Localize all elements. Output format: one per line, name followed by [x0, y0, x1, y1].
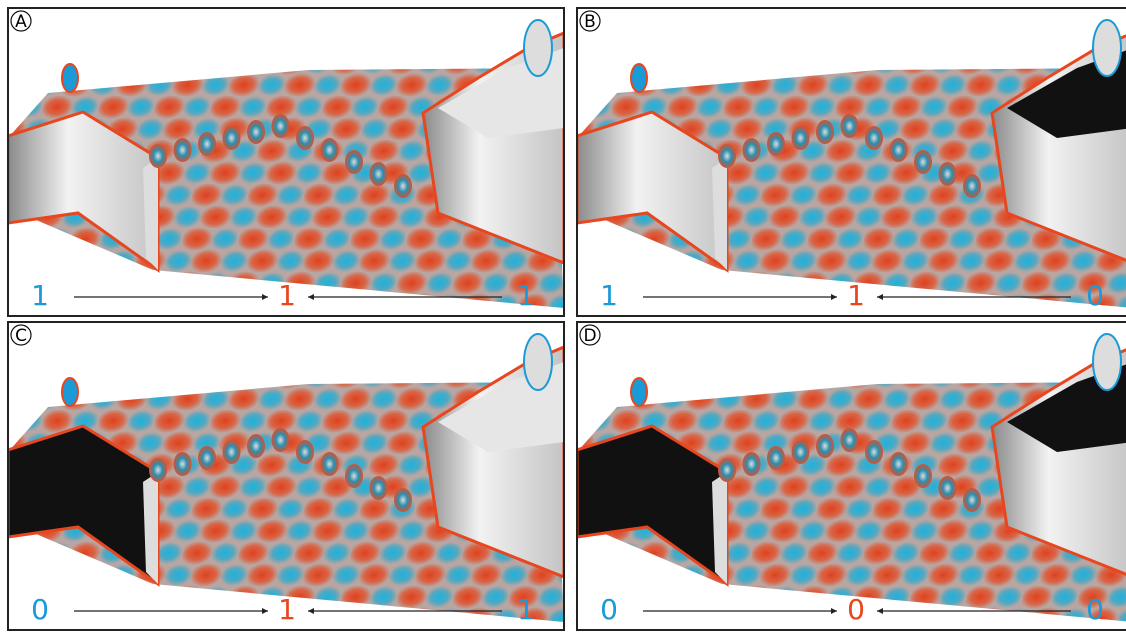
panel: A 1 1 1 — [8, 8, 564, 316]
bump — [939, 476, 957, 500]
bump — [272, 428, 290, 452]
bump — [247, 120, 265, 144]
bump — [939, 162, 957, 186]
output: 1 — [278, 279, 296, 312]
bump — [792, 440, 810, 464]
bump — [890, 452, 908, 476]
bump — [149, 458, 167, 482]
render — [8, 322, 564, 630]
tip — [524, 334, 552, 390]
render — [577, 8, 1126, 316]
panel-label: B — [584, 12, 596, 32]
left-input: 1 — [600, 279, 618, 312]
tip — [631, 64, 647, 92]
left-input: 0 — [600, 593, 618, 626]
right-input: 1 — [517, 279, 535, 312]
bump — [296, 126, 314, 150]
bump — [198, 446, 216, 470]
tip — [62, 64, 78, 92]
bump — [743, 452, 761, 476]
bump — [149, 144, 167, 168]
tip — [62, 378, 78, 406]
tip — [524, 20, 552, 76]
bump — [963, 488, 981, 512]
left-input: 0 — [31, 593, 49, 626]
tip — [631, 378, 647, 406]
bump — [394, 488, 412, 512]
bump — [321, 452, 339, 476]
panel: C 0 1 1 — [8, 322, 564, 630]
panel-label: C — [15, 326, 27, 346]
bump — [370, 162, 388, 186]
bump — [247, 434, 265, 458]
bump — [223, 126, 241, 150]
output: 1 — [278, 593, 296, 626]
bump — [841, 428, 859, 452]
bump — [767, 446, 785, 470]
page: A111B110C011D000 (() => { const data = J… — [0, 0, 1126, 632]
bump — [370, 476, 388, 500]
bump — [272, 114, 290, 138]
render — [8, 8, 564, 316]
bump — [816, 434, 834, 458]
output: 1 — [847, 279, 865, 312]
panel: D 0 0 0 — [577, 322, 1126, 630]
bump — [174, 452, 192, 476]
bump — [718, 144, 736, 168]
bump — [174, 138, 192, 162]
render — [577, 322, 1126, 630]
bump — [718, 458, 736, 482]
right-input: 1 — [517, 593, 535, 626]
bump — [890, 138, 908, 162]
bump — [792, 126, 810, 150]
bump — [345, 464, 363, 488]
panel: B 1 1 0 — [577, 8, 1126, 316]
bump — [914, 150, 932, 174]
bump — [816, 120, 834, 144]
left-input: 1 — [31, 279, 49, 312]
bump — [914, 464, 932, 488]
bump — [743, 138, 761, 162]
bump — [296, 440, 314, 464]
right-input: 0 — [1086, 279, 1104, 312]
bump — [841, 114, 859, 138]
figure: A111B110C011D000 — [0, 0, 1126, 632]
bump — [198, 132, 216, 156]
bump — [865, 126, 883, 150]
bump — [963, 174, 981, 198]
bump — [865, 440, 883, 464]
right-input: 0 — [1086, 593, 1104, 626]
panel-label: D — [583, 326, 596, 346]
bump — [321, 138, 339, 162]
bump — [345, 150, 363, 174]
panel-label: A — [15, 12, 27, 32]
tip — [1093, 20, 1121, 76]
bump — [767, 132, 785, 156]
bump — [394, 174, 412, 198]
output: 0 — [847, 593, 865, 626]
bump — [223, 440, 241, 464]
tip — [1093, 334, 1121, 390]
